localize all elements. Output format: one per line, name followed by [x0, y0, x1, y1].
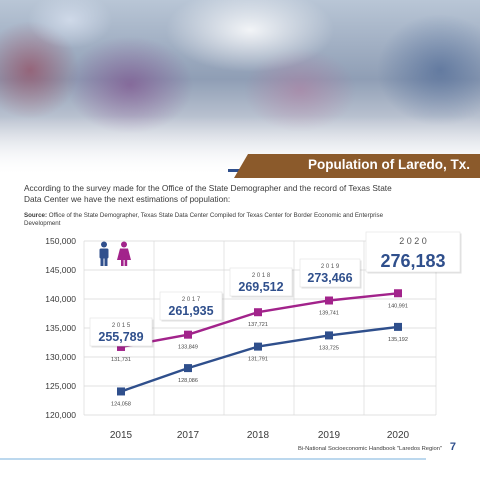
source-text: Office of the State Demographer, Texas S…: [24, 212, 384, 227]
y-tick-label: 125,000: [45, 381, 76, 391]
callout-year: 2 0 1 8: [252, 273, 271, 279]
source-note: Source: Office of the State Demographer,…: [24, 212, 384, 228]
female-point: [325, 296, 333, 305]
male-data-label: 135,192: [388, 337, 408, 343]
male-point: [394, 322, 402, 331]
callout-total-value: 261,935: [168, 304, 213, 318]
source-label: Source:: [24, 212, 48, 219]
female-data-label: 137,721: [248, 322, 268, 328]
callout-total-value: 269,512: [238, 280, 283, 294]
callout-year: 2 0 1 9: [321, 264, 340, 270]
male-data-label: 131,791: [248, 357, 268, 363]
callout-year: 2 0 1 5: [112, 323, 131, 329]
page-title: Population of Laredo, Tx.: [308, 157, 470, 172]
x-tick-label: 2019: [318, 430, 341, 441]
callout-total-value: 276,183: [380, 251, 445, 271]
female-point: [254, 308, 262, 317]
x-tick-label: 2015: [110, 430, 133, 441]
male-point: [184, 364, 192, 373]
y-tick-label: 130,000: [45, 352, 76, 362]
female-point: [394, 289, 402, 298]
series-lines: 131,731 133,849 137,721 139,741 140,991 124,0…: [111, 289, 408, 407]
female-icon: [117, 241, 131, 266]
page-number: 7: [449, 441, 456, 453]
x-axis: 2015 2017 2018 2019 2020: [110, 430, 410, 441]
total-callout: 2 0 2 0 276,183: [365, 231, 462, 274]
callout-box: [89, 317, 153, 347]
female-point: [117, 342, 125, 351]
male-data-label: 133,725: [319, 345, 339, 351]
male-point: [325, 331, 333, 340]
female-point: [184, 330, 192, 339]
y-tick-label: 150,000: [45, 236, 76, 246]
female-data-label: 131,731: [111, 357, 131, 363]
footer-text: Bi-National Socioeconomic Handbook "Lare…: [298, 446, 442, 452]
callout-total-value: 255,789: [98, 330, 143, 344]
x-tick-label: 2018: [247, 430, 270, 441]
female-data-label: 133,849: [178, 345, 198, 351]
callout-year: 2 0 1 7: [182, 297, 201, 303]
male-point: [254, 342, 262, 351]
male-icon: [99, 241, 109, 266]
callout-box: [159, 291, 223, 321]
callout-year: 2 0 2 0: [399, 236, 427, 246]
hero-photo: [0, 0, 480, 176]
legend-icons: [99, 241, 131, 266]
x-tick-label: 2020: [387, 430, 410, 441]
x-tick-label: 2017: [177, 430, 200, 441]
intro-text: According to the survey made for the Off…: [24, 183, 392, 204]
y-tick-label: 145,000: [45, 265, 76, 275]
male-data-label: 128,086: [178, 378, 198, 384]
callout-total-value: 273,466: [307, 271, 352, 285]
callout-box: [229, 267, 293, 297]
male-point: [117, 387, 125, 396]
y-tick-label: 135,000: [45, 323, 76, 333]
title-banner: Population of Laredo, Tx.: [234, 154, 480, 178]
female-data-label: 139,741: [319, 311, 339, 317]
y-axis: 120,000 125,000 130,000 135,000 140,000 145,0…: [45, 236, 76, 420]
male-data-label: 124,058: [111, 401, 131, 407]
callout-box: [365, 231, 461, 273]
y-tick-label: 120,000: [45, 410, 76, 420]
female-data-label: 140,991: [388, 303, 408, 309]
y-tick-label: 140,000: [45, 294, 76, 304]
footer-rule: [0, 458, 426, 460]
callout-box: [299, 258, 361, 288]
